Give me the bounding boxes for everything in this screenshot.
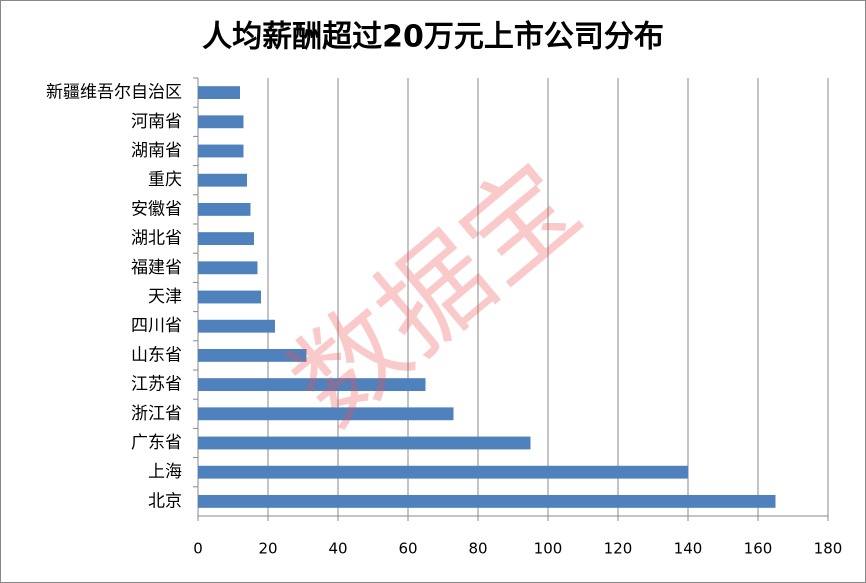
y-tick-label: 福建省 (131, 258, 182, 278)
y-tick-label: 天津 (148, 287, 182, 307)
bar (198, 202, 251, 216)
y-tick-label: 安徽省 (131, 199, 182, 219)
y-tick-label: 四川省 (131, 316, 182, 336)
x-tick-label: 20 (258, 540, 277, 558)
bar (198, 144, 244, 158)
bar (198, 232, 254, 246)
y-tick-label: 河南省 (131, 112, 182, 132)
x-tick-label: 140 (674, 540, 703, 558)
bar (198, 436, 531, 450)
x-tick-label: 100 (534, 540, 563, 558)
x-tick-label: 180 (814, 540, 843, 558)
bar (198, 407, 454, 421)
y-tick-label: 广东省 (131, 433, 182, 453)
y-tick-label: 北京 (148, 491, 182, 511)
bar (198, 261, 258, 275)
y-tick-label: 湖南省 (131, 141, 182, 161)
x-tick-label: 40 (328, 540, 347, 558)
y-tick-label: 山东省 (131, 345, 182, 365)
bar (198, 86, 240, 100)
y-tick-label: 湖北省 (131, 229, 182, 249)
x-tick-label: 80 (468, 540, 487, 558)
bar (198, 348, 307, 362)
bar (198, 290, 261, 304)
bar (198, 319, 275, 333)
y-tick-label: 浙江省 (131, 404, 182, 424)
bar (198, 378, 426, 392)
x-tick-label: 60 (398, 540, 417, 558)
bar (198, 494, 776, 508)
x-tick-label: 0 (193, 540, 203, 558)
y-tick-label: 重庆 (148, 170, 182, 190)
x-tick-label: 120 (604, 540, 633, 558)
bar (198, 115, 244, 129)
y-tick-label: 新疆维吾尔自治区 (46, 83, 182, 103)
y-tick-label: 上海 (148, 462, 182, 482)
bar (198, 465, 688, 479)
chart-title: 人均薪酬超过20万元上市公司分布 (202, 20, 664, 55)
plot: 0 20 40 60 80 100 120 140 160 180 新疆维吾尔自治区河南省湖南省重庆… (46, 77, 843, 558)
y-tick-label: 江苏省 (131, 375, 182, 395)
bar (198, 173, 247, 187)
x-tick-label: 160 (744, 540, 773, 558)
